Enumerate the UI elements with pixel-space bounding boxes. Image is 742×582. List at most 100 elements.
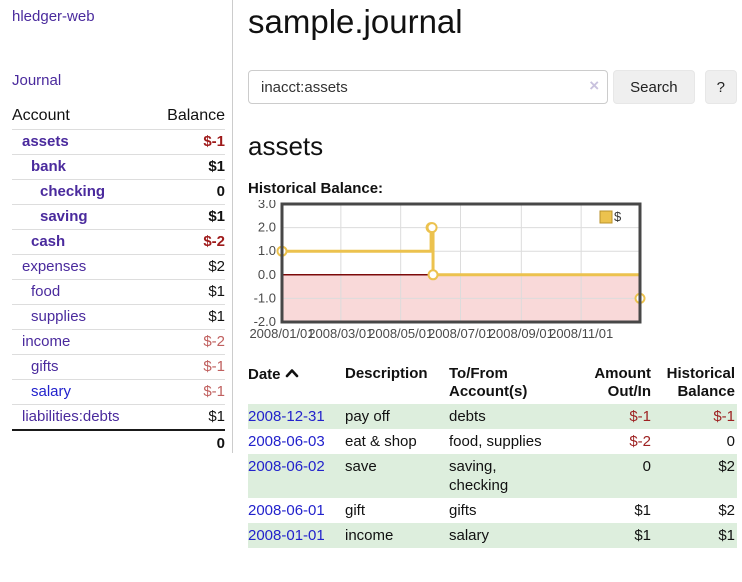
account-balance: $1 xyxy=(208,158,225,175)
account-row: checking 0 xyxy=(12,179,225,204)
account-balance: $-1 xyxy=(203,133,225,150)
transaction-amount: $-2 xyxy=(629,433,651,450)
account-table-header: Account Balance xyxy=(12,103,225,129)
account-balance: $-1 xyxy=(203,358,225,375)
svg-text:2.0: 2.0 xyxy=(258,220,276,235)
transaction-amount: 0 xyxy=(642,458,651,475)
account-row: cash $-2 xyxy=(12,229,225,254)
account-table-body: assets $-1 bank $1 checking 0 saving $1 cash $-2 e… xyxy=(12,129,225,429)
svg-text:3.0: 3.0 xyxy=(258,200,276,211)
transaction-date-link[interactable]: 2008-06-03 xyxy=(248,433,325,450)
account-balance: $1 xyxy=(208,308,225,325)
sort-ascending-icon xyxy=(285,365,299,383)
search-input[interactable] xyxy=(248,70,609,104)
transaction-accounts: gifts xyxy=(449,502,477,519)
amount-column-header: Amount Out/In xyxy=(594,365,651,400)
date-column-header[interactable]: Date xyxy=(248,362,345,404)
transaction-date-link[interactable]: 2008-06-02 xyxy=(248,458,325,475)
transaction-accounts: food, supplies xyxy=(449,433,542,450)
account-column-header: Account xyxy=(12,107,70,124)
account-row: gifts $-1 xyxy=(12,354,225,379)
svg-text:2008/07/01: 2008/07/01 xyxy=(428,326,493,341)
transaction-accounts: salary xyxy=(449,527,490,544)
account-link[interactable]: supplies xyxy=(31,308,87,325)
transaction-balance: $2 xyxy=(718,502,735,519)
description-column-header: Description xyxy=(345,365,428,382)
transaction-balance: $1 xyxy=(718,527,735,544)
account-link[interactable]: gifts xyxy=(31,358,59,375)
brand-link[interactable]: hledger-web xyxy=(12,8,95,25)
transaction-amount: $1 xyxy=(634,502,651,519)
transaction-amount: $1 xyxy=(634,527,651,544)
account-link[interactable]: cash xyxy=(31,233,66,250)
account-row: saving $1 xyxy=(12,204,225,229)
account-link[interactable]: salary xyxy=(31,383,72,400)
account-balance: $1 xyxy=(208,283,225,300)
account-link[interactable]: income xyxy=(22,333,71,350)
help-button[interactable]: ? xyxy=(704,70,737,104)
account-balance: $1 xyxy=(208,208,225,225)
account-link[interactable]: expenses xyxy=(22,258,87,275)
account-row: food $1 xyxy=(12,279,225,304)
svg-text:2008/03/01: 2008/03/01 xyxy=(308,326,373,341)
svg-text:2008/09/01: 2008/09/01 xyxy=(489,326,554,341)
transaction-balance: $-1 xyxy=(713,408,735,425)
transaction-date-link[interactable]: 2008-01-01 xyxy=(248,527,325,544)
account-row: liabilities:debts $1 xyxy=(12,404,225,429)
main-content: sample.journal × Search ? assets Histori… xyxy=(248,0,737,548)
sidebar: hledger-web Journal Account Balance asse… xyxy=(0,0,233,453)
svg-text:$: $ xyxy=(614,209,622,224)
transaction-description: eat & shop xyxy=(345,433,417,450)
account-link[interactable]: assets xyxy=(22,133,69,150)
register-row: 2008-06-02 save saving, checking 0 $2 xyxy=(248,454,737,498)
account-balance-table: Account Balance assets $-1 bank $1 checking 0… xyxy=(12,103,225,456)
account-row: supplies $1 xyxy=(12,304,225,329)
sidebar-item-journal[interactable]: Journal xyxy=(12,72,62,89)
account-link[interactable]: bank xyxy=(31,158,67,175)
account-balance: $-2 xyxy=(203,233,225,250)
transaction-date-link[interactable]: 2008-06-01 xyxy=(248,502,325,519)
account-balance: $1 xyxy=(208,408,225,425)
transaction-balance: $2 xyxy=(718,458,735,475)
transaction-date-link[interactable]: 2008-12-31 xyxy=(248,408,325,425)
account-row: salary $-1 xyxy=(12,379,225,404)
transaction-description: gift xyxy=(345,502,366,519)
balance-column-header-main: Historical Balance xyxy=(666,365,735,400)
tofrom-column-header: To/From Account(s) xyxy=(449,365,528,400)
account-link[interactable]: liabilities:debts xyxy=(22,408,120,425)
clear-search-icon[interactable]: × xyxy=(589,76,600,95)
account-balance: $-1 xyxy=(203,383,225,400)
search-button[interactable]: Search xyxy=(613,70,695,104)
account-row: assets $-1 xyxy=(12,129,225,154)
historical-balance-chart: $3.0 2.0 1.0 0.0 -1.0 -2.02008/01/012008/03/0… xyxy=(249,200,646,341)
register-row: 2008-12-31 pay off debts $-1 $-1 xyxy=(248,404,737,429)
svg-text:2008/05/01: 2008/05/01 xyxy=(368,326,433,341)
account-row: bank $1 xyxy=(12,154,225,179)
account-link[interactable]: food xyxy=(31,283,61,300)
account-link[interactable]: checking xyxy=(40,183,106,200)
transaction-description: pay off xyxy=(345,408,390,425)
account-balance: $2 xyxy=(208,258,225,275)
transaction-description: income xyxy=(345,527,394,544)
account-balance: 0 xyxy=(216,183,225,200)
account-total-row: 0 xyxy=(12,429,225,456)
register-row: 2008-06-03 eat & shop food, supplies $-2 0 xyxy=(248,429,737,454)
register-table-body: 2008-12-31 pay off debts $-1 $-1 2008-06-03 ea… xyxy=(248,404,737,548)
transaction-accounts: debts xyxy=(449,408,486,425)
search-box: × xyxy=(248,70,609,104)
account-row: expenses $2 xyxy=(12,254,225,279)
svg-text:1.0: 1.0 xyxy=(258,243,276,258)
account-balance: $-2 xyxy=(203,333,225,350)
transaction-amount: $-1 xyxy=(629,408,651,425)
account-heading: assets xyxy=(248,131,324,161)
register-table: Date Description To/From Account(s) Amou… xyxy=(248,362,737,548)
register-row: 2008-06-01 gift gifts $1 $2 xyxy=(248,498,737,523)
svg-text:-2.0: -2.0 xyxy=(254,314,276,329)
transaction-description: save xyxy=(345,458,377,475)
register-header-row: Date Description To/From Account(s) Amou… xyxy=(248,362,737,404)
account-link[interactable]: saving xyxy=(40,208,88,225)
account-row: income $-2 xyxy=(12,329,225,354)
transaction-balance: 0 xyxy=(726,433,735,450)
total-balance: 0 xyxy=(216,435,225,452)
chart-title: Historical Balance: xyxy=(248,180,384,197)
